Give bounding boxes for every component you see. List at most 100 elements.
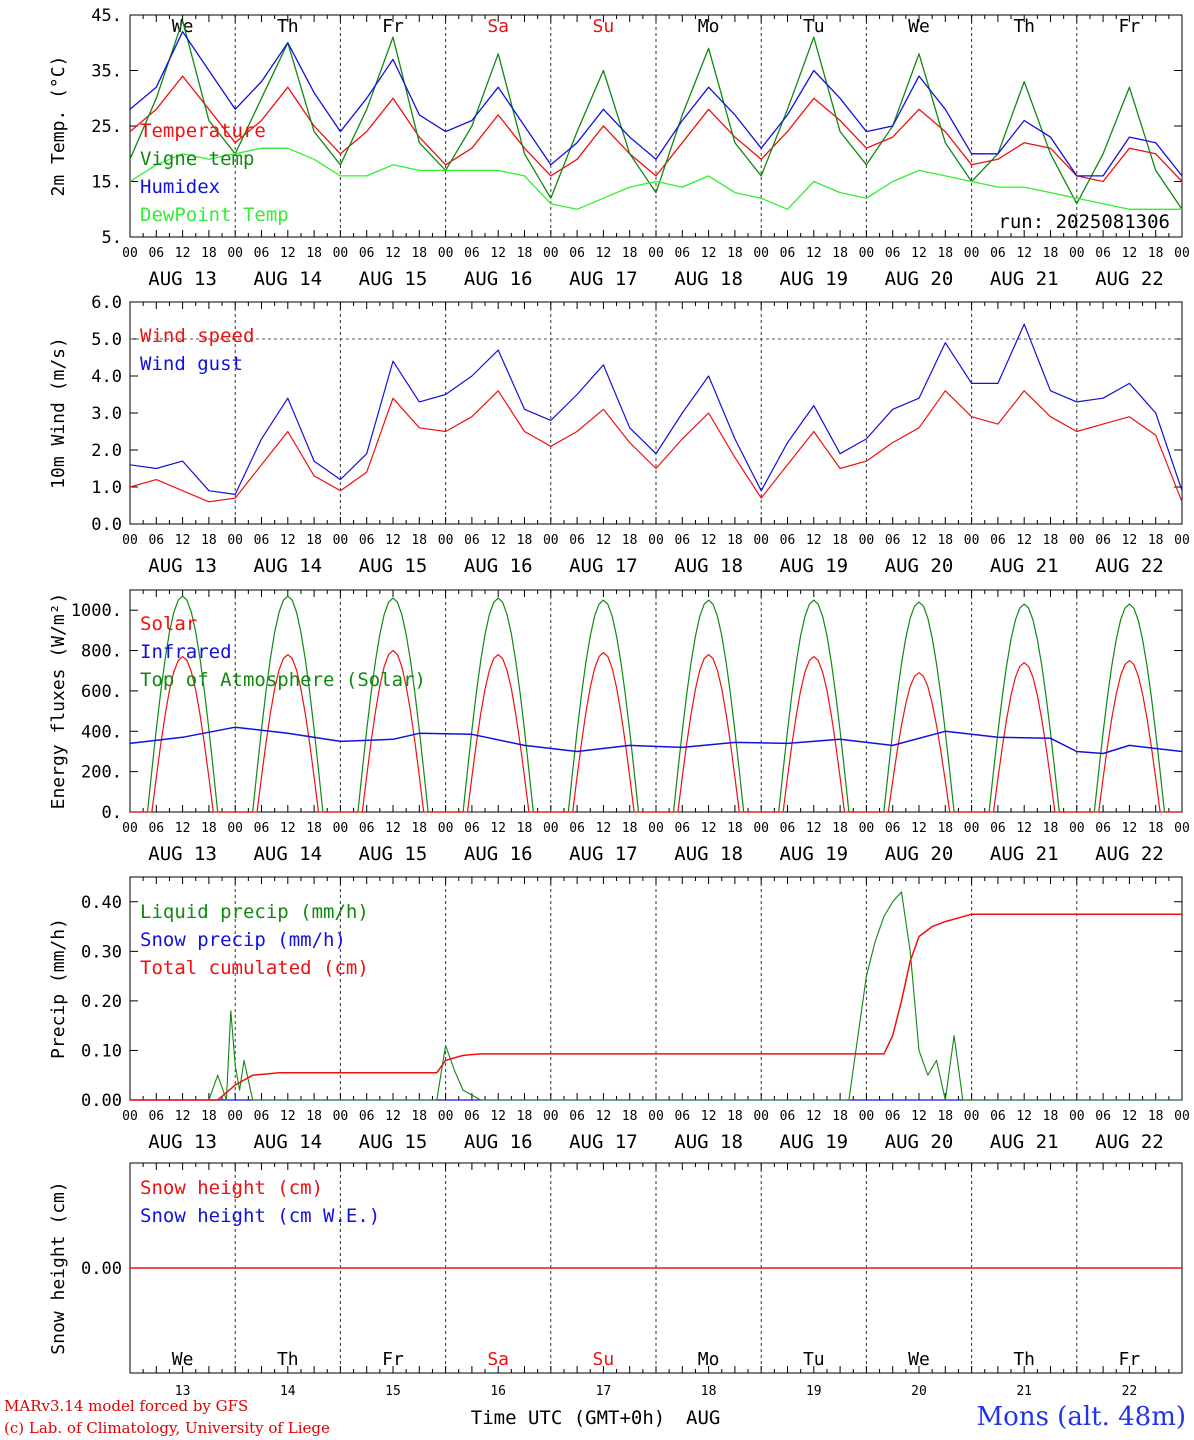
weekday-label-bottom: We [172,1349,194,1370]
hour-tick-label: 00 [648,1109,664,1124]
day-number-label: 22 [1122,1384,1138,1399]
hour-tick-label: 18 [306,821,322,836]
y-tick-label: 800. [81,642,122,662]
day-number-label: 21 [1016,1384,1032,1399]
hour-tick-label: 00 [227,246,243,261]
hour-tick-label: 06 [990,246,1006,261]
legend-entry: DewPoint Temp [140,204,289,226]
date-label: AUG 16 [464,555,533,577]
hour-tick-label: 00 [1069,1109,1085,1124]
y-tick-label: 0.0 [91,515,122,535]
day-number-label: 14 [280,1384,296,1399]
hour-tick-label: 00 [543,1109,559,1124]
legend-entry: Wind speed [140,325,254,347]
hour-tick-label: 06 [464,1109,480,1124]
date-label: AUG 20 [885,843,954,865]
weekday-label: Th [1013,16,1035,37]
y-tick-label: 45. [91,6,122,26]
hour-tick-label: 18 [201,533,217,548]
hour-tick-label: 00 [753,1109,769,1124]
hour-tick-label: 18 [411,1109,427,1124]
hour-tick-label: 18 [832,533,848,548]
day-number-label: 20 [911,1384,927,1399]
y-axis-label: Energy fluxes (W/m²) [48,593,69,810]
panel-5: 0.00 Snow height (cm) Snow height (cm) Snow… [48,1162,1183,1429]
date-label: AUG 22 [1095,1131,1164,1153]
hour-tick-label: 12 [385,533,401,548]
month-label: AUG [686,1407,720,1429]
hour-tick-label: 12 [1122,821,1138,836]
hour-tick-label: 00 [1069,533,1085,548]
date-label: AUG 21 [990,843,1059,865]
hour-tick-label: 18 [1148,1109,1164,1124]
y-tick-label: 15. [91,173,122,193]
date-label: AUG 14 [253,1131,322,1153]
hour-tick-label: 18 [411,246,427,261]
date-label: AUG 15 [359,1131,428,1153]
hour-tick-label: 06 [885,821,901,836]
hour-tick-label: 12 [1016,821,1032,836]
legend-entry: Snow height (cm W.E.) [140,1205,380,1227]
date-label: AUG 20 [885,268,954,290]
hour-tick-label: 12 [385,1109,401,1124]
hour-tick-label: 18 [937,1109,953,1124]
location-title: Mons (alt. 48m) [976,1402,1186,1432]
hour-tick-label: 18 [1043,246,1059,261]
weekday-label: We [908,16,930,37]
series-line [130,913,1182,1101]
hour-tick-label: 12 [911,1109,927,1124]
date-label: AUG 16 [464,843,533,865]
hour-tick-label: 18 [832,1109,848,1124]
hour-tick-label: 06 [674,1109,690,1124]
hour-tick-label: 18 [832,246,848,261]
hour-tick-label: 00 [1174,1109,1190,1124]
y-tick-label: 0.40 [81,893,122,913]
hour-tick-label: 12 [1016,533,1032,548]
hour-tick-label: 06 [464,246,480,261]
hour-tick-label: 18 [727,246,743,261]
date-label: AUG 18 [674,555,743,577]
series-line [129,726,1183,755]
date-label: AUG 22 [1095,268,1164,290]
hour-tick-label: 06 [254,533,270,548]
date-label: AUG 17 [569,843,638,865]
hour-tick-label: 18 [517,821,533,836]
date-label: AUG 14 [253,268,322,290]
hour-tick-label: 06 [148,246,164,261]
y-tick-label: 6.0 [91,293,122,313]
date-label: AUG 16 [464,1131,533,1153]
hour-tick-label: 06 [359,246,375,261]
weekday-label-bottom: Fr [1119,1349,1141,1370]
hour-tick-label: 18 [1043,533,1059,548]
hour-tick-label: 06 [254,246,270,261]
y-tick-label: 1000. [71,601,122,621]
hour-tick-label: 12 [596,1109,612,1124]
weekday-label: We [172,16,194,37]
hour-tick-label: 00 [753,246,769,261]
date-label: AUG 14 [253,843,322,865]
hour-tick-label: 18 [306,533,322,548]
weekday-label-bottom: Th [277,1349,299,1370]
hour-tick-label: 00 [648,533,664,548]
hour-tick-label: 12 [175,1109,191,1124]
hour-tick-label: 06 [148,533,164,548]
hour-tick-label: 06 [569,533,585,548]
hour-tick-label: 06 [990,821,1006,836]
hour-tick-label: 12 [806,533,822,548]
hour-tick-label: 06 [148,1109,164,1124]
y-tick-label: 400. [81,722,122,742]
weekday-label: Tu [803,16,825,37]
hour-tick-label: 00 [964,533,980,548]
day-number-label: 18 [701,1384,717,1399]
hour-tick-label: 18 [727,1109,743,1124]
y-tick-label: 5. [102,228,122,248]
hour-tick-label: 18 [1148,246,1164,261]
hour-tick-label: 18 [622,1109,638,1124]
hour-tick-label: 00 [227,1109,243,1124]
date-label: AUG 19 [779,843,848,865]
hour-tick-label: 12 [175,821,191,836]
hour-tick-label: 12 [490,246,506,261]
y-tick-label: 1.0 [91,478,122,498]
hour-tick-label: 00 [438,246,454,261]
